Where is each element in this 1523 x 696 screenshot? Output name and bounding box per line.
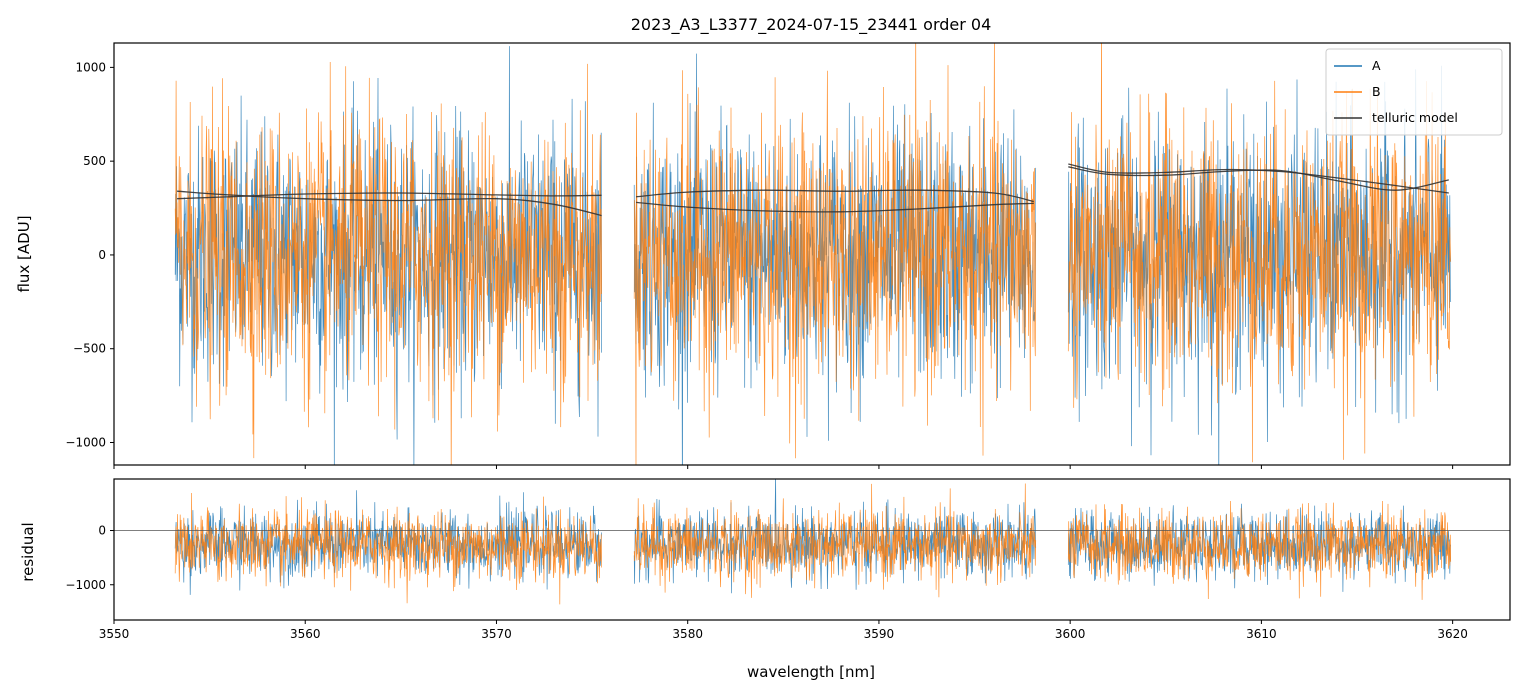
flux-y-axis-label: flux [ADU] <box>15 215 33 292</box>
telluric-model-curve-3 <box>636 189 1034 203</box>
flux-panel: −1000 −500 0 500 1000 flux [ADU] A B telluri… <box>15 42 1511 469</box>
residual-x-tick-label-4: 3590 <box>864 627 895 641</box>
legend: A B telluric model <box>1325 48 1503 136</box>
residual-x-tick-label-0: 3550 <box>99 627 130 641</box>
residual-x-tick-label-5: 3600 <box>1055 627 1086 641</box>
series-b-segment-3 <box>1067 43 1452 463</box>
legend-box <box>1325 48 1503 136</box>
residual-axes-frame <box>113 478 1511 621</box>
flux-y-ticks: −1000 −500 0 500 1000 <box>65 60 114 449</box>
flux-axes-frame <box>113 42 1511 466</box>
series-b-segment-1 <box>174 61 602 465</box>
residual-x-tick-label-1: 3560 <box>290 627 321 641</box>
flux-plot-area <box>174 43 1452 465</box>
residual-x-tick-label-7: 3620 <box>1437 627 1468 641</box>
series-b-segment-2 <box>633 483 1037 598</box>
series-b-segment-1 <box>174 492 602 605</box>
flux-x-ticks <box>113 465 1454 469</box>
series-b-segment-2 <box>633 43 1037 465</box>
residual-y-tick-label-0: −1000 <box>65 578 106 592</box>
residual-x-tick-label-3: 3580 <box>672 627 703 641</box>
flux-y-tick-label-2: 0 <box>98 248 106 262</box>
legend-label-telluric: telluric model <box>1372 110 1458 125</box>
series-a-segment-1 <box>174 490 602 595</box>
residual-y-axis-label: residual <box>19 522 37 581</box>
chart-title: 2023_A3_L3377_2024-07-15_23441 order 04 <box>631 15 992 35</box>
telluric-model-curve-6 <box>1068 166 1449 191</box>
residual-y-tick-label-1: 0 <box>98 524 106 538</box>
flux-y-tick-label-4: 1000 <box>75 60 106 74</box>
residual-x-tick-label-2: 3570 <box>481 627 512 641</box>
flux-y-tick-label-3: 500 <box>83 154 106 168</box>
telluric-model-curve-2 <box>177 192 602 200</box>
residual-x-tick-label-6: 3610 <box>1246 627 1277 641</box>
residual-plot-area <box>114 479 1510 605</box>
series-a-segment-2 <box>633 479 1037 594</box>
residual-y-ticks: −1000 0 <box>65 524 114 592</box>
series-b-segment-3 <box>1067 500 1452 600</box>
residual-x-ticks: 3550 3560 3570 3580 3590 3600 3610 3620 <box>99 620 1468 641</box>
flux-y-tick-label-1: −500 <box>73 342 106 356</box>
flux-y-tick-label-0: −1000 <box>65 435 106 449</box>
legend-label-b: B <box>1372 84 1381 99</box>
telluric-model-curve-1 <box>177 190 602 217</box>
series-a-segment-2 <box>633 53 1037 465</box>
series-a-segment-1 <box>174 46 602 465</box>
x-axis-label: wavelength [nm] <box>747 663 875 681</box>
legend-label-a: A <box>1372 58 1381 73</box>
telluric-model-curve-4 <box>636 201 1034 213</box>
